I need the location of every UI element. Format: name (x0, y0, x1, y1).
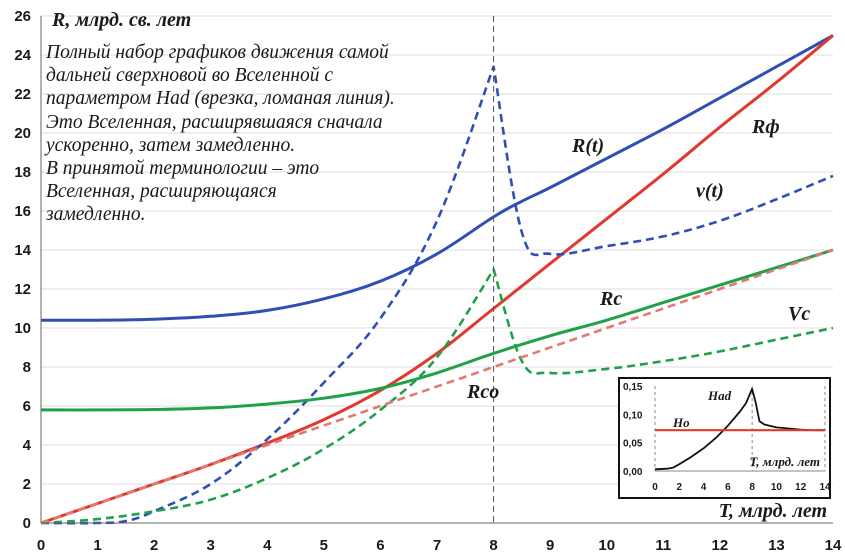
y-tick-label: 22 (14, 86, 31, 103)
x-tick-label: 2 (150, 537, 158, 554)
annotation-text: Полный набор графиков движения самой дал… (46, 41, 486, 227)
y-tick-label: 2 (23, 476, 31, 493)
x-tick-label: 10 (598, 537, 615, 554)
inset-x-tick-label: 10 (771, 482, 783, 493)
series-label-r-c: Rc (599, 288, 622, 310)
series-line-r-t (40, 34, 834, 322)
series-label-r-co: Rco (466, 381, 499, 403)
y-tick-label: 16 (14, 203, 31, 220)
x-tick-label: 11 (655, 537, 671, 554)
annotation-line: Полный набор графиков движения самой (46, 42, 389, 63)
inset-series-label-had: Had (707, 388, 732, 403)
x-tick-label: 7 (433, 537, 441, 554)
y-tick-label: 14 (14, 242, 31, 259)
annotation-line: В принятой терминологии – это (46, 158, 320, 180)
annotation-line: Вселенная, расширяющаяся (46, 181, 277, 203)
y-tick-label: 26 (14, 8, 31, 25)
y-tick-label: 0 (23, 515, 31, 532)
series-label-v-c: Vc (788, 303, 810, 325)
inset-x-tick-label: 2 (677, 482, 683, 493)
x-axis-title: T, млрд. лет (719, 500, 827, 522)
y-axis-title: R, млрд. св. лет (51, 9, 191, 31)
inset-x-tick-label: 14 (819, 482, 831, 493)
y-tick-label: 6 (23, 398, 31, 415)
inset-x-tick-label: 0 (652, 482, 658, 493)
inset-y-tick-label: 0,15 (623, 382, 643, 393)
y-tick-label: 8 (23, 359, 31, 376)
x-tick-label: 0 (37, 537, 45, 554)
annotation-line: Это Вселенная, расширявшаяся сначала (46, 111, 383, 133)
annotation-line: дальней сверхновой во Вселенной с (46, 65, 334, 87)
inset-chart: 0,00 0,05 0,10 0,15 0 2 4 6 8 10 12 14 Had Ho T, млрд.… (618, 377, 831, 499)
y-tick-label: 12 (14, 281, 31, 298)
x-tick-label: 3 (207, 537, 215, 554)
y-tick-label: 18 (14, 164, 31, 181)
series-line-r-c (40, 248, 834, 412)
inset-x-tick-label: 4 (701, 482, 707, 493)
inset-y-tick-label: 0,05 (623, 439, 643, 450)
series-line-v-c (40, 268, 834, 525)
series-line-r-co (40, 248, 834, 525)
inset-x-tick-label: 12 (795, 482, 807, 493)
x-tick-label: 14 (825, 537, 842, 554)
inset-y-tick-label: 0,00 (623, 467, 643, 478)
series-lines (40, 34, 834, 525)
annotation-line: ускоренно, затем замедленно. (46, 134, 296, 156)
annotation-line: параметром Had (врезка, ломаная линия). (46, 88, 395, 110)
inset-x-tick-label: 6 (725, 482, 731, 493)
inset-y-tick-label: 0,10 (623, 410, 643, 421)
grid (41, 15, 833, 485)
series-label-r-t: R(t) (571, 135, 604, 157)
x-tick-labels: 0 1 2 3 4 5 6 7 8 9 10 11 12 13 14 (37, 537, 842, 554)
annotation-line: замедленно. (46, 204, 146, 226)
inset-x-axis-title: T, млрд. лет (750, 454, 820, 469)
y-tick-label: 4 (23, 437, 32, 454)
x-tick-label: 12 (712, 537, 729, 554)
y-tick-label: 20 (14, 125, 31, 142)
x-tick-label: 8 (489, 537, 497, 554)
x-tick-label: 1 (93, 537, 101, 554)
x-tick-label: 9 (546, 537, 554, 554)
inset-frame (618, 377, 831, 499)
y-tick-label: 24 (14, 47, 31, 64)
x-tick-label: 4 (263, 537, 272, 554)
inset-series-line-had (654, 387, 825, 471)
x-tick-label: 5 (320, 537, 328, 554)
x-tick-label: 6 (376, 537, 384, 554)
y-tick-label: 10 (14, 320, 31, 337)
inset-series-label-ho: Ho (672, 415, 690, 430)
series-label-r-f: Rф (751, 116, 780, 138)
series-line-v-t (40, 65, 834, 525)
inset-x-tick-label: 8 (749, 482, 755, 493)
x-tick-label: 13 (768, 537, 785, 554)
series-labels: R(t) Rф v(t) Rc Vc Rco (466, 116, 810, 403)
series-label-v-t: v(t) (696, 180, 724, 202)
